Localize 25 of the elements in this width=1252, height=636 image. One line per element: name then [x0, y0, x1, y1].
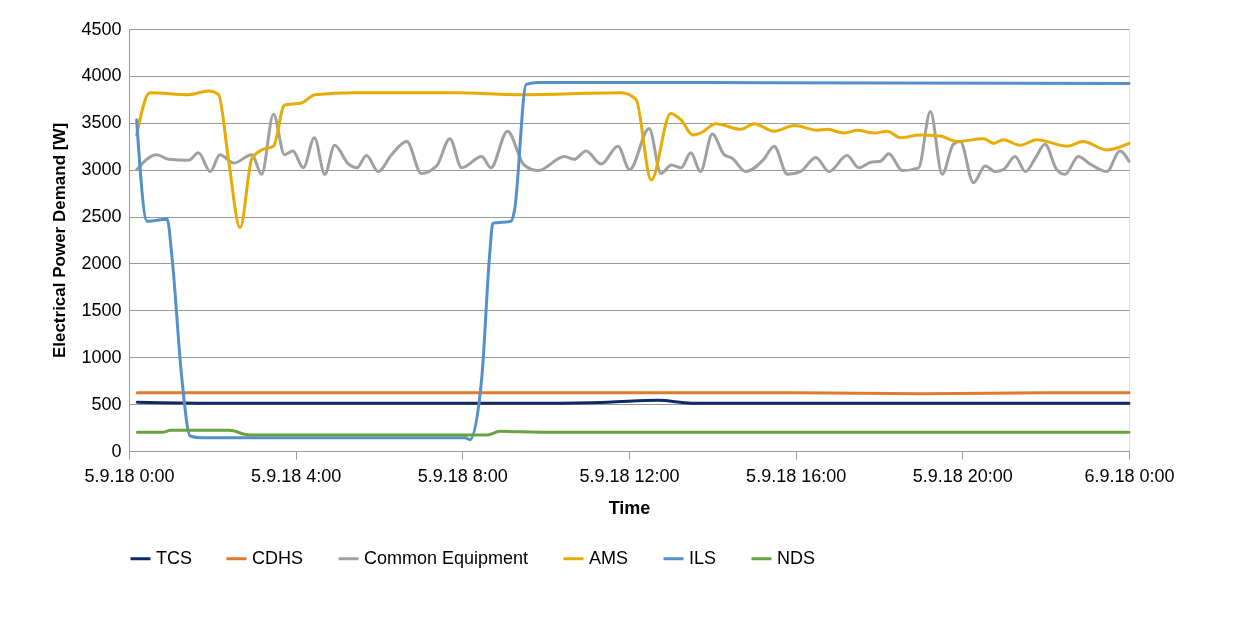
y-tick-label: 500 [91, 393, 122, 414]
legend-label: Common Equipment [364, 547, 529, 568]
x-tick-label: 5.9.18 16:00 [746, 465, 847, 486]
y-tick-label: 3000 [81, 159, 122, 180]
x-tick-label: 5.9.18 4:00 [251, 465, 342, 486]
y-tick-label: 1500 [81, 299, 122, 320]
y-tick-label: 3500 [81, 112, 122, 133]
x-tick-label: 5.9.18 20:00 [912, 465, 1013, 486]
y-tick-label: 4500 [81, 18, 122, 39]
y-tick-label: 0 [111, 440, 122, 461]
x-tick-label: 6.9.18 0:00 [1084, 465, 1175, 486]
y-tick-label: 1000 [81, 346, 122, 367]
y-tick-label: 2000 [81, 252, 122, 273]
y-tick-label: 4000 [81, 65, 122, 86]
x-axis-title: Time [608, 497, 651, 518]
x-tick-label: 5.9.18 0:00 [84, 465, 175, 486]
legend-label: ILS [689, 547, 717, 568]
x-tick-label: 5.9.18 12:00 [579, 465, 680, 486]
legend-label: CDHS [252, 547, 304, 568]
legend-label: AMS [589, 547, 629, 568]
y-axis-title: Electrical Power Demand [W] [50, 122, 70, 359]
legend-label: NDS [777, 547, 816, 568]
legend-label: TCS [156, 547, 192, 568]
x-tick-label: 5.9.18 8:00 [417, 465, 508, 486]
y-tick-label: 2500 [81, 206, 122, 227]
